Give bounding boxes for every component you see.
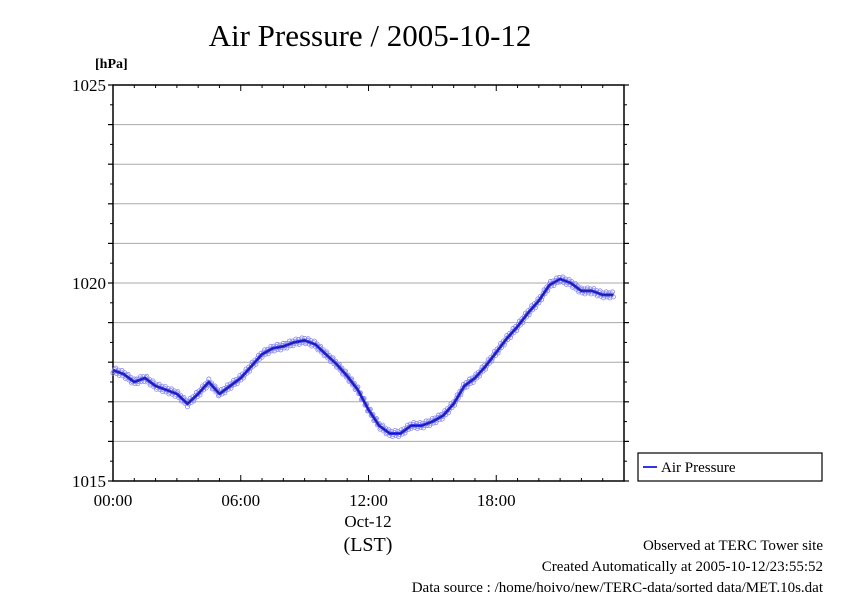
observed-site-text: Observed at TERC Tower site <box>643 538 823 554</box>
y-tick-label: 1025 <box>72 76 106 95</box>
series-line-core <box>112 278 614 435</box>
legend-box <box>637 452 823 482</box>
series-air-pressure <box>110 274 616 439</box>
plot-area-frame <box>112 84 625 482</box>
x-axis-timezone-label: (LST) <box>344 534 393 556</box>
created-timestamp-text: Created Automatically at 2005-10-12/23:5… <box>542 559 823 575</box>
y-tick-label: 1015 <box>72 472 106 491</box>
legend-label-air-pressure: Air Pressure <box>661 460 736 476</box>
x-tick-label: 06:00 <box>221 491 260 510</box>
x-axis-date-label: Oct-12 <box>344 512 391 531</box>
y-axis-unit-label: [hPa] <box>95 57 128 72</box>
axis-tick-labels: 1015 1020 1025 00:00 06:00 12:00 18:00 <box>72 76 516 510</box>
x-tick-label: 00:00 <box>94 491 133 510</box>
x-tick-label: 18:00 <box>477 491 516 510</box>
chart-title: Air Pressure / 2005-10-12 <box>209 18 532 53</box>
x-tick-label: 12:00 <box>349 491 388 510</box>
legend: Air Pressure <box>637 452 823 482</box>
y-tick-label: 1020 <box>72 274 106 293</box>
grid-lines <box>113 124 624 442</box>
data-source-text: Data source : /home/hoivo/new/TERC-data/… <box>412 580 824 595</box>
